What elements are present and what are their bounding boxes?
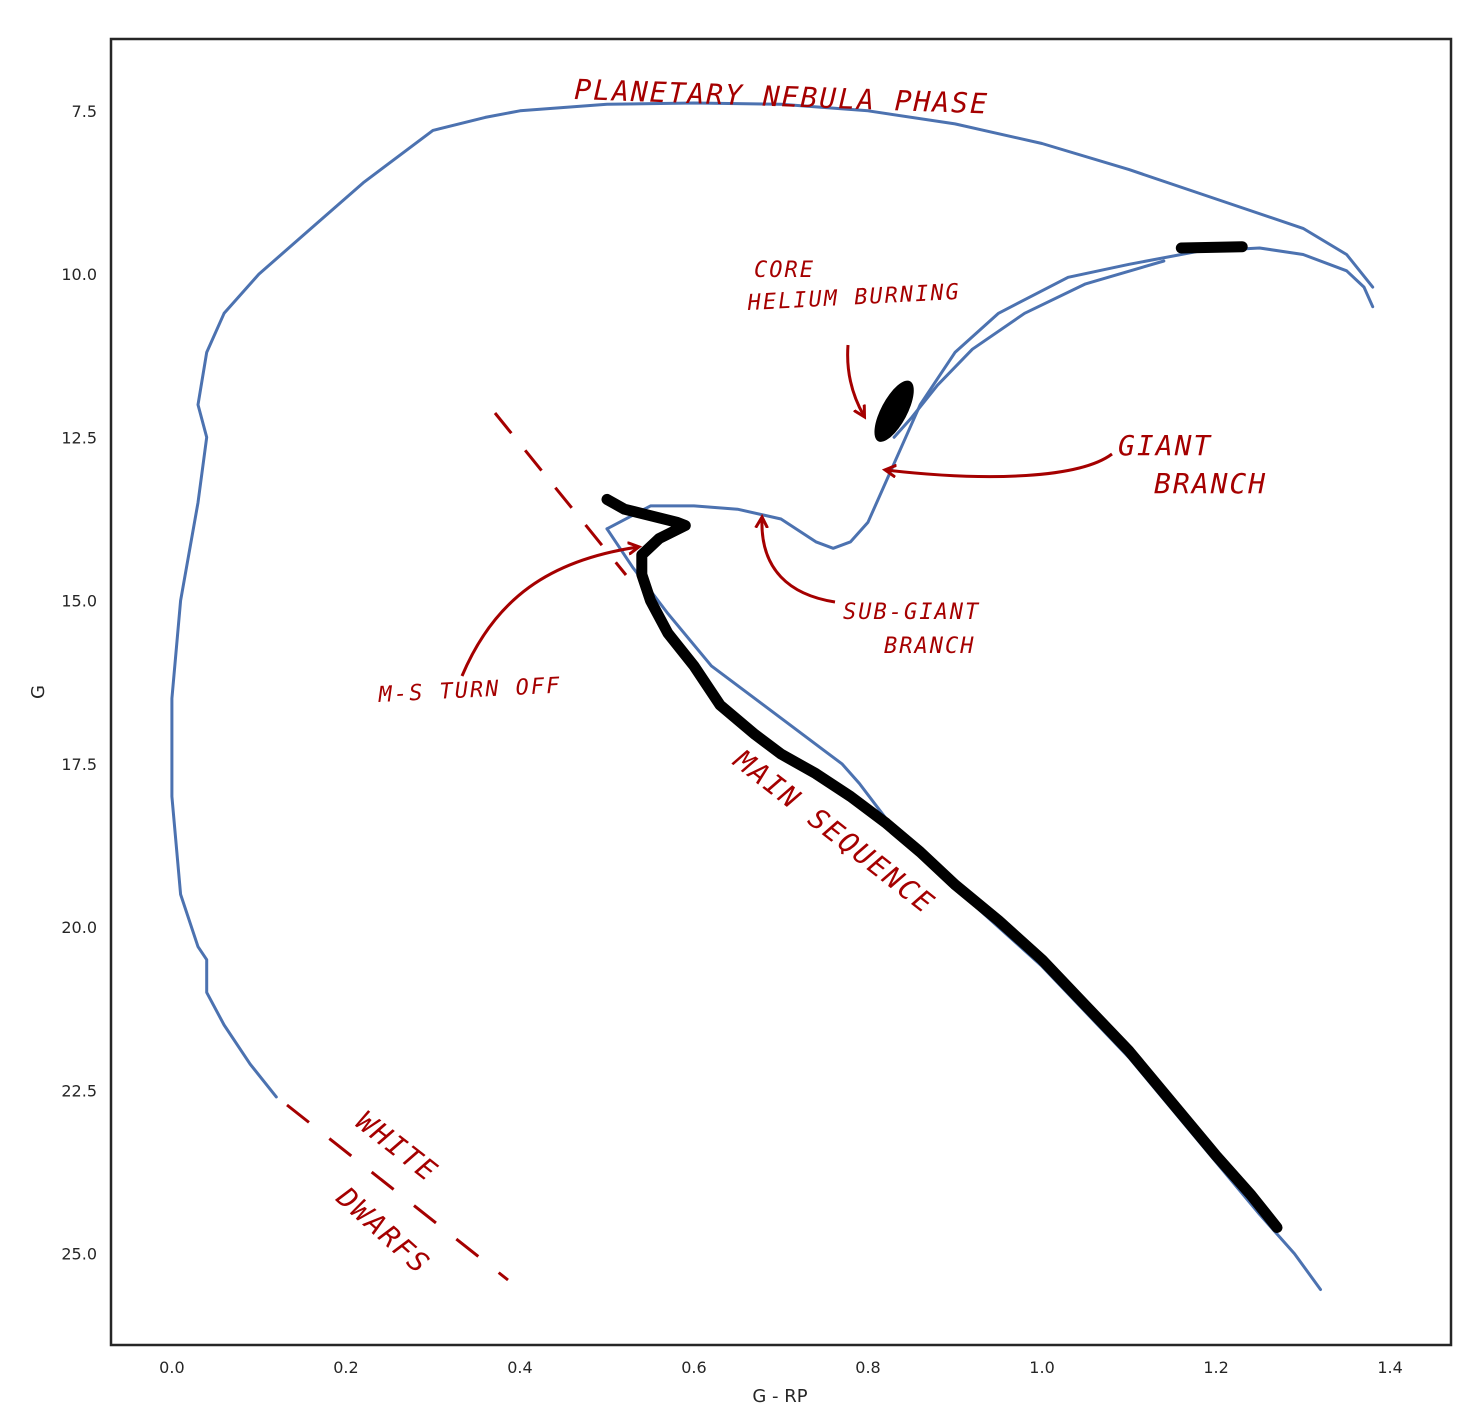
- annotation-main-sequence: MAIN SEQUENCE: [727, 743, 941, 921]
- observed-stars: [601, 241, 1283, 1233]
- x-tick-labels: 0.0 0.2 0.4 0.6 0.8 1.0 1.2 1.4: [159, 1358, 1403, 1377]
- x-tick-label: 0.0: [159, 1358, 184, 1377]
- annotations-layer: PLANETARY NEBULA PHASE CORE HELIUM BURNI…: [286, 73, 1267, 1282]
- plot-frame: [109, 37, 1453, 1347]
- annotation-ms-turnoff: M-S TURN OFF: [377, 673, 562, 708]
- annotation-white: WHITE: [350, 1105, 445, 1189]
- arrow-giant-branch: [886, 452, 1113, 477]
- x-tick-label: 0.2: [333, 1358, 358, 1377]
- annotation-sub-giant: SUB-GIANT: [843, 600, 980, 625]
- arrow-core-helium: [846, 344, 864, 416]
- y-tick-label: 17.5: [61, 755, 97, 774]
- annotation-core: CORE: [754, 258, 815, 283]
- y-tick-label: 22.5: [61, 1081, 97, 1100]
- annotation-planetary-nebula: PLANETARY NEBULA PHASE: [574, 73, 990, 120]
- y-tick-label: 20.0: [61, 918, 97, 937]
- y-axis-label: G: [28, 685, 49, 699]
- x-axis-label: G - RP: [752, 1386, 807, 1407]
- annotation-sub-giant-branch: BRANCH: [884, 634, 975, 659]
- annotation-helium-burning: HELIUM BURNING: [746, 280, 961, 316]
- x-tick-label: 1.0: [1029, 1358, 1054, 1377]
- x-tick-label: 0.6: [681, 1358, 706, 1377]
- annotation-giant: GIANT: [1118, 429, 1212, 462]
- x-tick-label: 0.4: [507, 1358, 532, 1377]
- isochrone-line-2: [892, 259, 1166, 439]
- y-tick-labels: 7.5 10.0 12.5 15.0 17.5 20.0 22.5 25.0: [61, 102, 97, 1264]
- x-tick-label: 1.4: [1377, 1358, 1402, 1377]
- star-sequence-4: [601, 493, 1283, 1233]
- arrow-ms-turnoff: [460, 547, 638, 677]
- y-tick-label: 15.0: [61, 592, 97, 611]
- turnoff-dashed-line: [493, 412, 628, 576]
- annotation-dwarfs: DWARFS: [330, 1180, 437, 1281]
- annotation-giant-branch: BRANCH: [1154, 467, 1267, 500]
- red-clump-blob: [874, 380, 914, 442]
- arrow-sub-giant: [762, 518, 836, 604]
- y-tick-label: 12.5: [61, 428, 97, 447]
- white-dwarf-dashed-line: [286, 1103, 509, 1282]
- isochrone-line-3: [170, 101, 1375, 1099]
- x-tick-label: 1.2: [1203, 1358, 1228, 1377]
- y-tick-label: 25.0: [61, 1245, 97, 1264]
- x-tick-label: 0.8: [855, 1358, 880, 1377]
- star-sequence-5: [1175, 241, 1248, 254]
- y-tick-label: 7.5: [72, 102, 97, 121]
- y-tick-label: 10.0: [61, 265, 97, 284]
- isochrone-line-1: [605, 246, 1375, 550]
